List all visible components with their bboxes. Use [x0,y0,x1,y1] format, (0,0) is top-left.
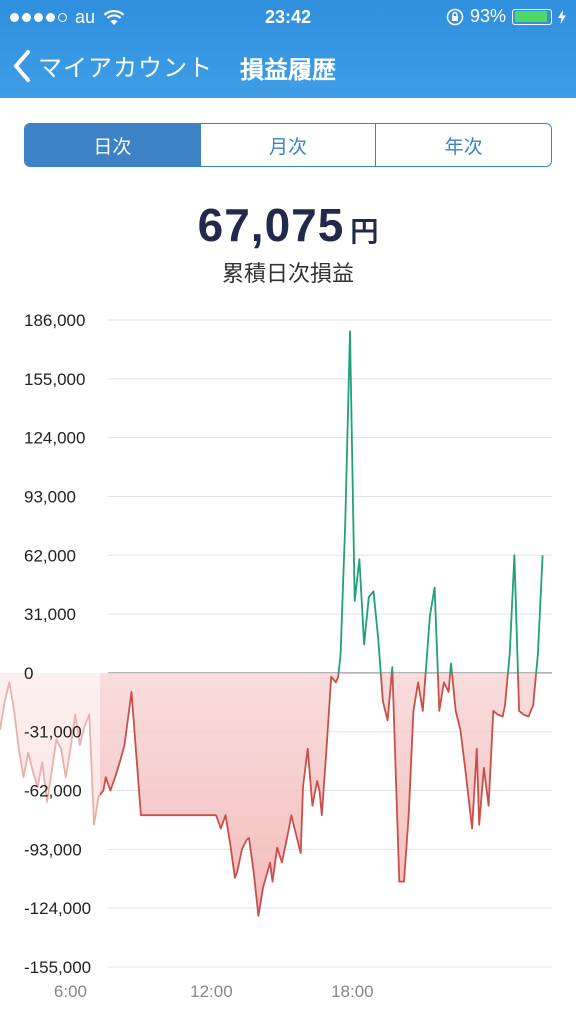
app-header: au 23:42 93% [0,0,576,98]
x-tick-label: 6:00 [54,982,87,1001]
battery-icon [512,8,552,25]
y-tick-label: -62,000 [24,782,82,801]
y-tick-label: 93,000 [24,487,76,506]
back-button-label: マイアカウント [38,55,213,82]
chevron-left-icon [14,49,30,82]
y-tick-label: -31,000 [24,723,82,742]
status-bar: au 23:42 93% [0,0,576,34]
status-time: 23:42 [264,7,312,27]
period-segmented-control: 日次 月次 年次 [24,123,552,167]
x-tick-label: 18:00 [331,982,374,1001]
segment-monthly[interactable]: 月次 [199,124,376,166]
orientation-lock-icon [446,8,464,25]
signal-dot [34,13,43,22]
navigation-bar: マイアカウント 損益履歴 [0,34,576,98]
y-tick-label: -155,000 [24,958,91,977]
chart-grid [108,319,552,968]
y-tick-label: 155,000 [24,370,85,389]
signal-dot [22,13,31,22]
y-tick-label: 0 [24,664,33,683]
total-label: 累積日次損益 [221,261,354,286]
y-tick-label: -124,000 [24,899,91,918]
profit-loss-chart: 6:00 12:00 18:00 186,000 155,000 124,000 93,0… [0,300,552,1001]
total-unit: 円 [350,216,379,247]
loss-area [0,672,537,916]
carrier-name: au [75,7,96,27]
y-tick-label: 31,000 [24,605,76,624]
signal-strength-icon [10,13,67,22]
wifi-icon [103,10,125,25]
segment-daily[interactable]: 日次 [25,124,200,166]
status-left: au [10,7,125,28]
signal-dot [46,13,55,22]
battery-level [514,11,548,22]
y-axis: 186,000 155,000 124,000 93,000 62,000 31,000 0… [24,311,91,977]
y-tick-label: 62,000 [24,546,76,565]
total-summary: 67,075 円 [0,198,576,252]
x-axis: 6:00 12:00 18:00 [54,982,374,1001]
x-tick-label: 12:00 [190,982,233,1001]
status-right: 93% [446,6,566,27]
page-title: 損益履歴 [240,57,336,84]
total-value: 67,075 [197,199,345,251]
battery-percent: 93% [469,6,506,26]
back-button[interactable]: マイアカウント [12,48,213,83]
y-tick-label: 124,000 [24,429,85,448]
signal-dot [10,13,19,22]
charging-icon [558,9,566,24]
segment-yearly[interactable]: 年次 [375,124,551,166]
chart-series [0,300,544,967]
y-tick-label: -93,000 [24,840,82,859]
chart-edge-fade [0,300,100,967]
signal-dot-empty [58,13,67,22]
y-tick-label: 186,000 [24,311,85,330]
